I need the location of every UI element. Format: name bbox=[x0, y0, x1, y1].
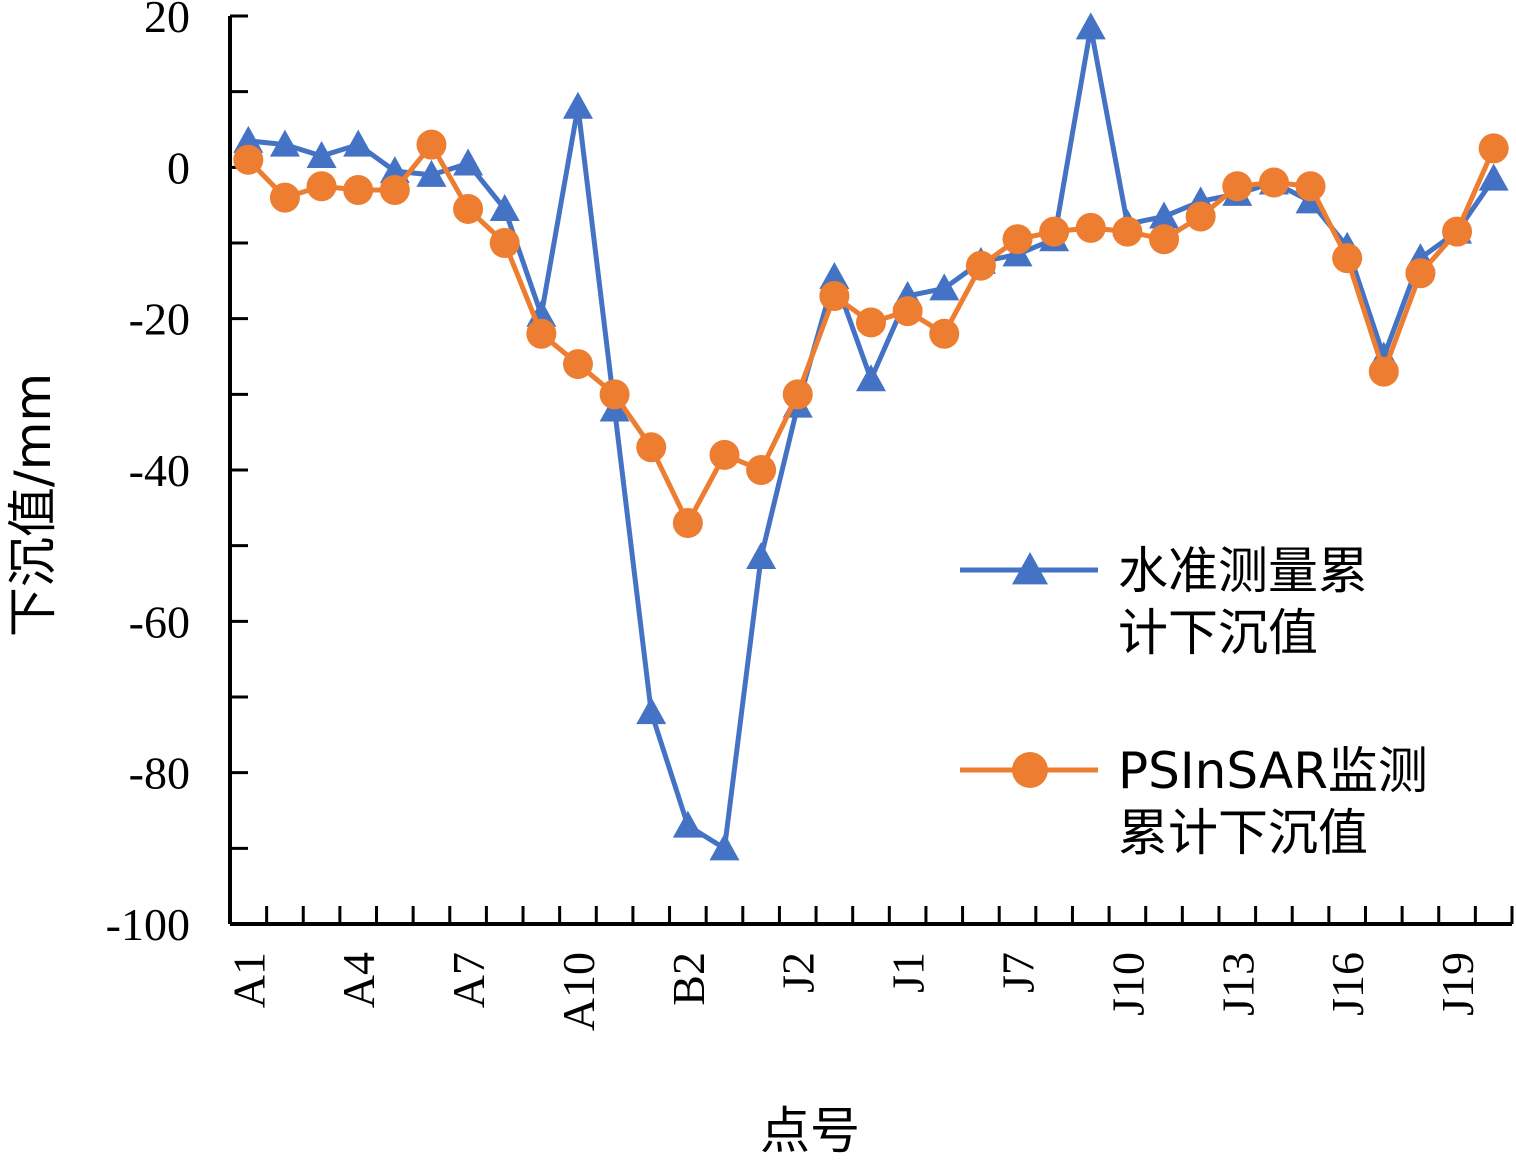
data-point bbox=[709, 439, 740, 470]
x-tick-label: J13 bbox=[1212, 952, 1263, 1016]
y-tick-label: -100 bbox=[106, 899, 190, 950]
data-point bbox=[489, 228, 520, 258]
y-tick-label: 20 bbox=[144, 0, 190, 42]
legend-label: 计下沉值 bbox=[1118, 604, 1318, 662]
data-point bbox=[269, 182, 300, 213]
legend-marker bbox=[1012, 752, 1048, 788]
data-point bbox=[892, 296, 923, 327]
data-point bbox=[343, 129, 374, 157]
y-tick-label: 0 bbox=[167, 142, 190, 193]
data-point bbox=[416, 129, 447, 160]
data-point bbox=[233, 144, 264, 175]
series-2 bbox=[233, 129, 1509, 538]
y-tick-labels: 20 0 -20 -40 -60 -80 -100 bbox=[106, 0, 190, 950]
x-tick-label: J10 bbox=[1102, 952, 1153, 1016]
legend-marker bbox=[1012, 552, 1048, 585]
y-tick-label: -40 bbox=[129, 445, 190, 496]
data-point bbox=[1075, 212, 1106, 243]
x-tick-label: J2 bbox=[773, 952, 824, 993]
data-point bbox=[599, 379, 630, 410]
y-tick-label: -20 bbox=[129, 294, 190, 345]
data-point bbox=[1149, 201, 1180, 229]
data-point bbox=[709, 833, 740, 861]
data-point bbox=[269, 129, 300, 157]
data-point bbox=[965, 250, 996, 281]
data-point bbox=[453, 193, 484, 224]
legend-label: 累计下沉值 bbox=[1118, 804, 1368, 862]
x-tick-label: A7 bbox=[443, 952, 494, 1008]
data-point bbox=[453, 148, 484, 176]
data-point bbox=[1185, 201, 1216, 232]
data-point bbox=[416, 159, 447, 187]
data-point bbox=[343, 175, 374, 206]
data-point bbox=[746, 455, 777, 485]
data-point bbox=[1222, 171, 1253, 202]
x-tick-label: B2 bbox=[663, 952, 714, 1006]
x-tick-labels: A1 A4 A7 A10 B2 J2 J1 J7 J10 J13 J16 J19 bbox=[223, 952, 1483, 1031]
data-point bbox=[929, 273, 960, 301]
data-point bbox=[489, 193, 520, 221]
data-point bbox=[672, 810, 703, 838]
data-point bbox=[1112, 216, 1143, 247]
data-point bbox=[379, 175, 410, 206]
data-point bbox=[856, 307, 886, 338]
data-point bbox=[1295, 171, 1326, 202]
data-point bbox=[379, 156, 410, 184]
data-point bbox=[1039, 216, 1070, 247]
data-point bbox=[1478, 133, 1509, 164]
y-tick-label: -60 bbox=[129, 596, 190, 647]
data-point bbox=[1368, 356, 1399, 387]
x-tick-label: A1 bbox=[223, 952, 274, 1008]
x-tick-label: J16 bbox=[1322, 952, 1373, 1016]
data-point bbox=[1405, 258, 1436, 289]
y-axis-title: 下沉值/mm bbox=[4, 373, 62, 637]
data-point bbox=[1442, 216, 1473, 247]
x-tick-label: J1 bbox=[883, 952, 934, 993]
data-point bbox=[1075, 12, 1106, 40]
data-point bbox=[562, 349, 593, 380]
data-point bbox=[819, 262, 850, 290]
y-tick-label: -80 bbox=[129, 748, 190, 799]
data-point bbox=[782, 379, 813, 410]
data-point bbox=[526, 318, 557, 349]
data-point bbox=[1149, 224, 1180, 255]
data-point bbox=[746, 542, 777, 570]
legend-label: 水准测量累 bbox=[1118, 542, 1368, 600]
data-point bbox=[562, 91, 593, 119]
data-point bbox=[636, 697, 667, 725]
data-point bbox=[1258, 167, 1289, 198]
x-tick-label: A4 bbox=[333, 952, 384, 1008]
data-point bbox=[1002, 224, 1033, 255]
data-point bbox=[819, 280, 850, 311]
data-point bbox=[306, 140, 337, 168]
x-tick-label: J7 bbox=[993, 952, 1044, 993]
data-point bbox=[1478, 163, 1509, 191]
series-layer bbox=[233, 12, 1509, 861]
data-point bbox=[929, 318, 960, 349]
x-tick-label: A10 bbox=[553, 952, 604, 1031]
data-point bbox=[233, 125, 264, 153]
data-point bbox=[306, 171, 337, 202]
x-axis-title: 点号 bbox=[760, 1102, 860, 1160]
legend-label: PSInSAR监测 bbox=[1118, 742, 1428, 800]
data-point bbox=[1332, 243, 1363, 274]
data-point bbox=[672, 507, 703, 538]
data-point bbox=[856, 364, 886, 392]
x-tick-label: J19 bbox=[1432, 952, 1483, 1016]
data-point bbox=[636, 432, 667, 463]
